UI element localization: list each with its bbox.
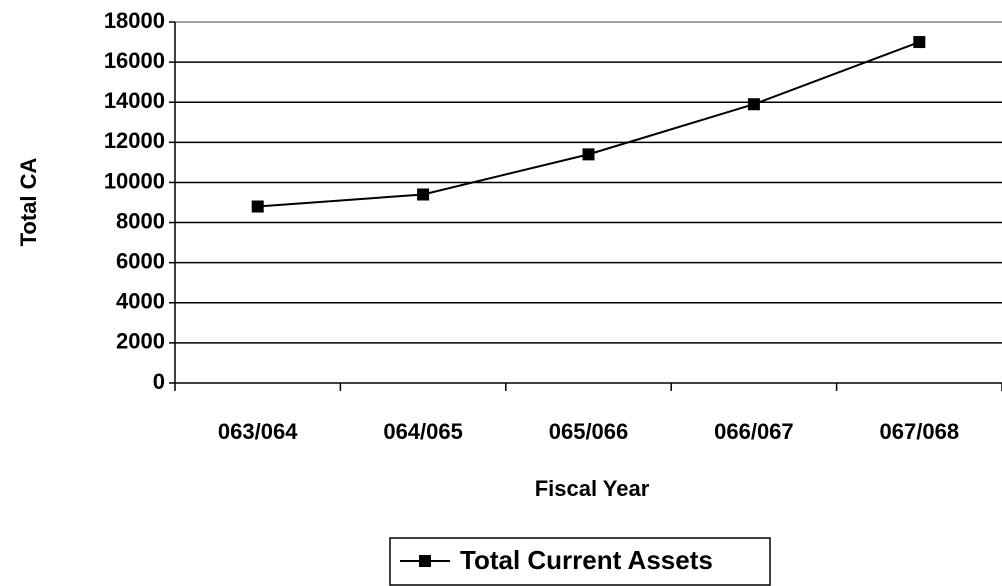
y-tick-label: 8000 (116, 208, 165, 233)
y-tick-label: 10000 (104, 168, 165, 193)
marker (913, 36, 926, 49)
marker (747, 98, 760, 111)
marker (251, 200, 264, 213)
y-tick-label: 0 (153, 369, 165, 394)
marker (582, 148, 595, 161)
legend-box (389, 537, 771, 586)
marker (417, 188, 430, 201)
y-tick-label: 18000 (104, 8, 165, 33)
legend-label: Total Current Assets (460, 545, 713, 575)
y-tick-label: 2000 (116, 329, 165, 354)
x-tick-label: 065/066 (549, 419, 629, 444)
y-tick-label: 6000 (116, 248, 165, 273)
x-tick-label: 067/068 (880, 419, 960, 444)
x-axis-label: Fiscal Year (535, 476, 650, 501)
legend-marker (419, 555, 431, 567)
y-tick-label: 4000 (116, 289, 165, 314)
x-tick-label: 063/064 (218, 419, 298, 444)
y-axis-label: Total CA (16, 157, 41, 246)
y-tick-label: 12000 (104, 128, 165, 153)
y-tick-label: 16000 (104, 48, 165, 73)
x-tick-label: 066/067 (714, 419, 794, 444)
y-tick-label: 14000 (104, 88, 165, 113)
x-tick-label: 064/065 (383, 419, 463, 444)
